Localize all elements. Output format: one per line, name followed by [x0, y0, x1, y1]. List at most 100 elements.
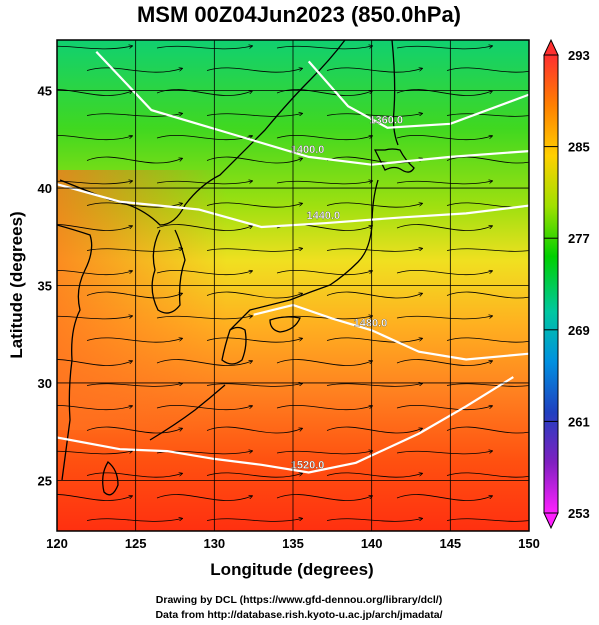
streamline: [446, 202, 529, 208]
streamline: [156, 135, 252, 141]
streamline: [206, 426, 302, 434]
streamline: [326, 473, 422, 478]
streamline: [276, 135, 372, 141]
streamline: [86, 338, 182, 343]
streamline: [86, 156, 182, 164]
streamline: [156, 359, 252, 366]
streamline: [206, 338, 302, 343]
colorbar-tick-label-269: 269: [568, 323, 590, 338]
gridlines: [57, 40, 529, 531]
streamline: [57, 316, 132, 320]
streamline: [446, 291, 529, 299]
streamline: [446, 383, 529, 387]
streamline: [206, 519, 302, 522]
colorbar-bottom-arrow: [543, 512, 559, 530]
plot-frame: [56, 39, 530, 532]
streamline: [156, 270, 252, 276]
streamline: [276, 270, 372, 276]
x-axis: 120 125 130 135 140 145 150: [46, 536, 540, 551]
coastline-ryukyu: [149, 384, 226, 441]
streamline: [276, 494, 372, 501]
streamline: [86, 291, 182, 299]
contour-label-1480: 1480.0: [354, 317, 388, 329]
y-tick-label-30: 30: [38, 376, 52, 391]
streamline: [57, 451, 132, 455]
streamline: [206, 203, 302, 208]
streamline: [57, 89, 132, 96]
colorbar: 293 285 277 269 261 253: [543, 38, 590, 530]
streamline: [86, 519, 182, 522]
streamline: [206, 114, 302, 117]
streamline: [446, 337, 529, 343]
streamline: [156, 181, 252, 185]
colorbar-tick-label-285: 285: [568, 140, 590, 155]
x-tick-label-150: 150: [518, 536, 540, 551]
y-axis: 25 30 35 40 45: [38, 84, 52, 489]
contour-label-1440: 1440.0: [306, 210, 340, 222]
x-tick-label-135: 135: [282, 536, 304, 551]
y-axis-label: Latitude (degrees): [7, 211, 26, 358]
streamline: [326, 68, 422, 73]
contour-1520: [57, 376, 514, 474]
colorbar-top-arrow: [543, 38, 559, 56]
streamline: [326, 384, 422, 387]
streamline: [57, 46, 132, 50]
streamline: [86, 68, 182, 73]
colorbar-ticks: [544, 54, 558, 514]
coastline-korea: [151, 229, 186, 314]
streamline: [57, 224, 132, 231]
coastline-hokkaido: [373, 148, 415, 173]
colorbar-tick-label-277: 277: [568, 231, 590, 246]
streamline: [206, 68, 302, 73]
streamline: [396, 46, 492, 50]
streamline: [326, 338, 422, 343]
streamline: [446, 472, 529, 478]
streamline: [86, 249, 182, 252]
streamline: [326, 249, 422, 252]
streamline: [396, 405, 492, 411]
streamline: [206, 473, 302, 478]
streamline: [156, 224, 252, 231]
streamline: [446, 113, 529, 117]
streamline: [206, 384, 302, 387]
streamline: [396, 451, 492, 455]
coastline-kyushu: [221, 326, 247, 365]
streamline: [57, 181, 132, 185]
streamline: [446, 248, 529, 252]
streamline: [206, 156, 302, 164]
streamline: [326, 291, 422, 299]
contour-1360: [307, 60, 529, 129]
streamline: [276, 451, 372, 455]
warm-sector: [57, 170, 227, 430]
streamline: [446, 156, 529, 164]
streamline: [396, 135, 492, 141]
chart-title: MSM 00Z04Jun2023 (850.0hPa): [137, 2, 461, 27]
streamline: [86, 473, 182, 478]
x-axis-label: Longitude (degrees): [210, 560, 373, 579]
y-tick-label-25: 25: [38, 473, 52, 488]
streamline: [156, 405, 252, 411]
streamline: [326, 426, 422, 434]
streamline: [206, 291, 302, 299]
streamline: [446, 518, 529, 522]
streamline: [396, 316, 492, 320]
y-tick-label-45: 45: [38, 84, 52, 99]
coastline-sakhalin: [391, 40, 399, 146]
streamline: [446, 426, 529, 434]
colorbar-tick-label-293: 293: [568, 48, 590, 63]
x-tick-label-125: 125: [125, 536, 147, 551]
colorbar-gradient: [543, 54, 559, 514]
x-tick-label-130: 130: [203, 536, 225, 551]
y-tick-label-40: 40: [38, 181, 52, 196]
colorbar-tick-label-253: 253: [568, 506, 590, 521]
streamline: [57, 135, 132, 141]
streamline: [276, 46, 372, 50]
streamline: [446, 67, 529, 73]
contour-label-1400: 1400.0: [291, 144, 325, 156]
streamline: [396, 181, 492, 185]
streamline: [276, 405, 372, 411]
streamline: [326, 114, 422, 117]
streamline: [276, 359, 372, 366]
x-tick-label-120: 120: [46, 536, 68, 551]
